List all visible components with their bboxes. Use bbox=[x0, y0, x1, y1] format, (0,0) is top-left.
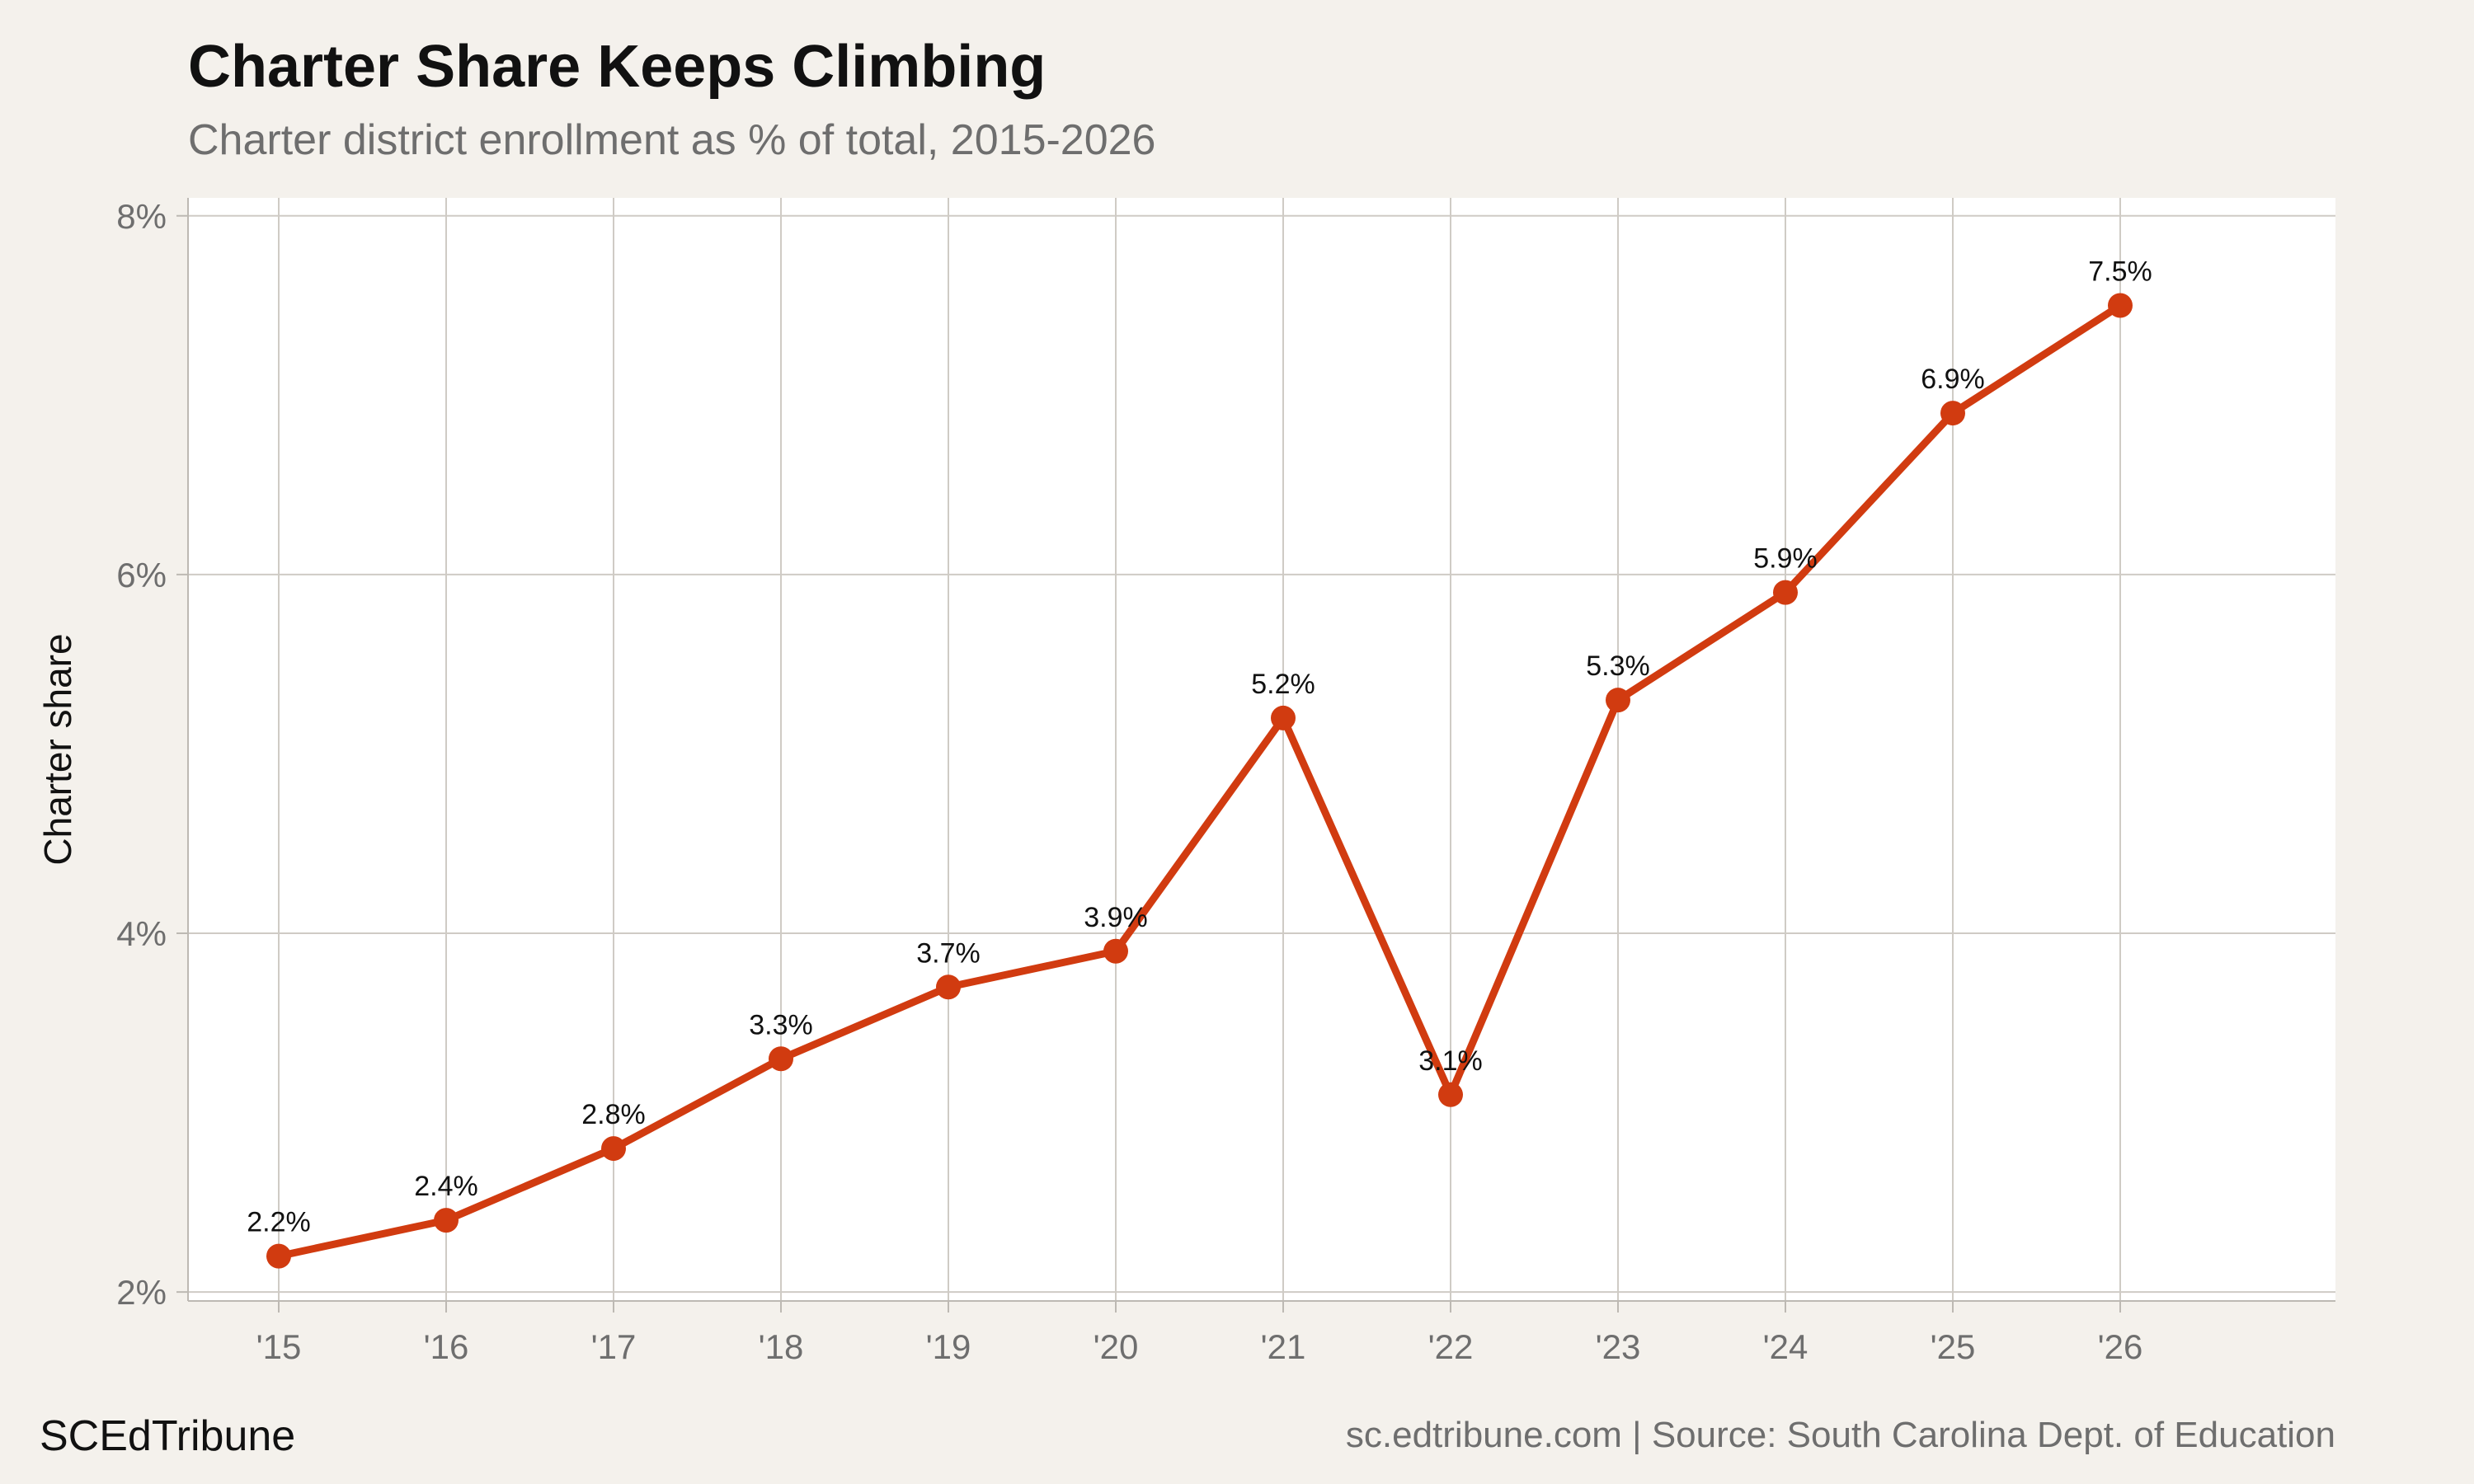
data-label: 3.9% bbox=[1084, 902, 1148, 933]
data-point bbox=[769, 1046, 793, 1072]
data-point bbox=[936, 974, 961, 1000]
data-point bbox=[1940, 401, 1965, 426]
data-label: 3.1% bbox=[1418, 1045, 1483, 1077]
data-label: 2.4% bbox=[414, 1171, 478, 1202]
data-point bbox=[1438, 1082, 1463, 1107]
data-point bbox=[2108, 293, 2133, 318]
chart-subtitle: Charter district enrollment as % of tota… bbox=[188, 116, 1156, 164]
source-credit: sc.edtribune.com | Source: South Carolin… bbox=[1345, 1415, 2335, 1455]
x-tick-label: '25 bbox=[1931, 1327, 1976, 1366]
data-label: 6.9% bbox=[1921, 364, 1985, 395]
data-label: 2.8% bbox=[581, 1099, 646, 1130]
y-axis-ticks: 2% 4% 6% 8% bbox=[116, 197, 188, 1312]
data-label: 5.2% bbox=[1251, 669, 1315, 700]
x-tick-label: '16 bbox=[424, 1327, 469, 1366]
data-points bbox=[266, 293, 2133, 1269]
data-label: 2.2% bbox=[247, 1207, 311, 1238]
x-tick-label: '26 bbox=[2098, 1327, 2143, 1366]
x-tick-label: '23 bbox=[1596, 1327, 1641, 1366]
chart-title: Charter Share Keeps Climbing bbox=[188, 34, 1047, 100]
y-gridlines bbox=[188, 214, 2335, 1294]
data-point bbox=[1103, 938, 1128, 964]
x-tick-label: '15 bbox=[256, 1327, 302, 1366]
y-tick-label: 6% bbox=[116, 556, 167, 594]
y-tick-label: 2% bbox=[116, 1273, 167, 1312]
x-tick-label: '24 bbox=[1763, 1327, 1808, 1366]
x-gridlines bbox=[278, 198, 2121, 1301]
data-point bbox=[1606, 688, 1630, 713]
data-point bbox=[601, 1136, 626, 1162]
data-label: 7.5% bbox=[2088, 256, 2152, 288]
y-axis-label: Charter share bbox=[36, 633, 79, 865]
x-axis-ticks: '15 '16 '17 '18 '19 '20 '21 '22 '23 '24 '25 '26 bbox=[256, 1301, 2143, 1366]
y-tick-label: 4% bbox=[116, 914, 167, 953]
series-line bbox=[275, 302, 2124, 1261]
data-label: 5.3% bbox=[1586, 650, 1650, 682]
x-tick-label: '18 bbox=[759, 1327, 804, 1366]
x-tick-label: '22 bbox=[1428, 1327, 1474, 1366]
y-tick-label: 8% bbox=[116, 197, 167, 236]
data-label: 5.9% bbox=[1753, 543, 1818, 575]
data-point bbox=[1773, 580, 1798, 605]
data-point bbox=[434, 1208, 459, 1233]
brand-name: SCEdTribune bbox=[40, 1412, 296, 1460]
x-tick-label: '19 bbox=[926, 1327, 971, 1366]
x-tick-label: '21 bbox=[1261, 1327, 1306, 1366]
data-label: 3.3% bbox=[749, 1009, 813, 1040]
data-point bbox=[1271, 705, 1296, 730]
data-label: 3.7% bbox=[916, 937, 981, 969]
x-tick-label: '20 bbox=[1094, 1327, 1139, 1366]
data-labels: 2.2% 2.4% 2.8% 3.3% 3.7% 3.9% 5.2% 3.1% 5.3% 5.9%… bbox=[247, 256, 2152, 1238]
data-point bbox=[266, 1243, 291, 1269]
x-tick-label: '17 bbox=[591, 1327, 637, 1366]
